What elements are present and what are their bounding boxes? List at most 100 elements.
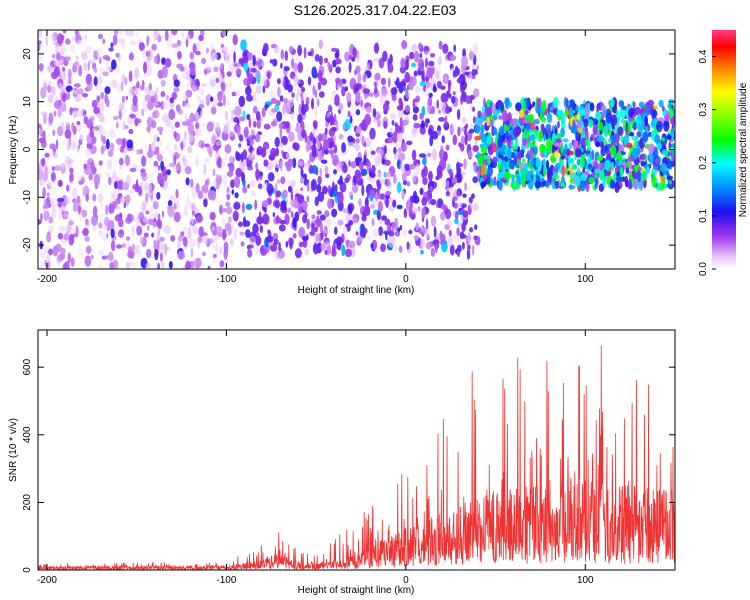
spectrogram-cell <box>621 106 627 111</box>
spectrogram-cell <box>426 118 430 124</box>
spectrogram-cell <box>124 154 130 166</box>
spectrogram-cell <box>70 142 77 151</box>
spectrogram-cell <box>359 230 366 238</box>
spectrogram-cell <box>51 166 55 172</box>
spectrogram-cell <box>585 130 589 140</box>
spectrogram-cell <box>250 67 257 73</box>
spectrogram-cell <box>251 150 255 157</box>
spectrogram-cell <box>380 243 386 252</box>
spectrogram-cell <box>360 99 363 107</box>
snr-y-tick-label: 600 <box>22 358 33 375</box>
spectrogram-cell <box>472 145 480 152</box>
spectrogram-cell <box>132 243 135 251</box>
spectrogram-cell <box>571 163 577 170</box>
spectrogram-cell <box>164 144 170 151</box>
spectrogram-cell <box>426 66 433 79</box>
spectrogram-cell <box>290 179 296 188</box>
spectrogram-cell <box>149 197 156 203</box>
spectrogram-cell <box>651 175 657 188</box>
spectrogram-cell <box>255 57 262 69</box>
spectrogram-cell <box>403 208 408 219</box>
spectrogram-cell <box>469 128 475 134</box>
spectrogram-cell <box>206 47 209 54</box>
spectrogram-cell <box>219 246 223 255</box>
spectrogram-cell <box>438 117 446 122</box>
spectrogram-cell <box>647 143 655 153</box>
spectrogram-cell <box>259 225 263 233</box>
spectrogram-cell <box>628 155 635 162</box>
spectrogram-cell <box>153 239 156 251</box>
spectrogram-cell <box>65 38 71 45</box>
spectrogram-cell <box>277 86 281 98</box>
spectrogram-cell <box>110 192 116 199</box>
spectrogram-cell <box>63 140 69 145</box>
spectrogram-cell <box>52 245 59 257</box>
spectrogram-cell <box>84 255 92 267</box>
spectrogram-cell <box>552 180 555 190</box>
spectrogram-cell <box>293 62 299 72</box>
spectrogram-cell <box>248 118 252 128</box>
spectrogram-cell <box>173 154 177 165</box>
spectrogram-cell <box>370 243 374 248</box>
spectrogram-cell <box>355 91 361 103</box>
spectrogram-cell <box>430 247 435 257</box>
spectrogram-cell <box>480 133 487 144</box>
spectrogram-cell <box>51 202 56 212</box>
spectrogram-cell <box>357 72 362 84</box>
spectrogram-cell <box>324 210 330 218</box>
spectrogram-cell <box>88 157 93 163</box>
spectrogram-cell <box>436 99 440 109</box>
spectrogram-cell <box>210 96 214 102</box>
spectrogram-cell <box>326 245 332 255</box>
spectrogram-cell <box>575 148 582 158</box>
spectrogram-cell <box>176 39 182 47</box>
spectrogram-cell <box>160 91 166 98</box>
spectrogram-cell <box>98 173 102 178</box>
spectrogram-cell <box>115 198 121 205</box>
spectrogram-cell <box>441 135 445 144</box>
spectrogram-cell <box>187 145 193 154</box>
spectrogram-cell <box>70 257 75 268</box>
spectrogram-cell <box>349 115 353 124</box>
spectrogram-cell <box>150 90 157 95</box>
spectrogram-cell <box>196 86 200 91</box>
spectrogram-cell <box>187 122 195 135</box>
spectrogram-cell <box>404 104 411 113</box>
spectrogram-cell <box>411 206 418 215</box>
spectrogram-cell <box>77 144 81 150</box>
spectrogram-cell <box>529 134 536 142</box>
spectrogram-cell <box>334 226 338 235</box>
spectrogram-cell <box>334 94 340 107</box>
spectrogram-cell <box>361 73 369 82</box>
spectrogram-cell <box>316 215 320 227</box>
spectrogram-cell <box>283 191 288 196</box>
spectrogram-cell <box>171 43 178 48</box>
spectrogram-cell <box>429 185 434 193</box>
spectrogram-cell <box>210 106 217 115</box>
spectrogram-cell <box>312 243 320 255</box>
spectrogram-cell <box>414 98 420 103</box>
spectrogram-cell <box>312 120 318 129</box>
spectrogram-cell <box>355 83 363 90</box>
spectrogram-cell <box>58 55 66 61</box>
spectrogram-cell <box>180 32 185 37</box>
spectrogram-cell <box>239 161 246 171</box>
spectrogram-cell <box>598 183 605 192</box>
spectrogram-cell <box>411 62 416 68</box>
spectrogram-cell <box>355 65 361 74</box>
spectrogram-cell <box>411 149 417 161</box>
spectrogram-cell <box>217 157 223 169</box>
spectrogram-cell <box>91 215 98 226</box>
spectrogram-cell <box>132 215 135 220</box>
spectrogram-cell <box>472 203 479 212</box>
spectrogram-cell <box>300 86 306 93</box>
spectrogram-cell <box>448 229 452 237</box>
spectrogram-cell <box>258 183 263 190</box>
spectrogram-cell <box>467 231 471 243</box>
spectrogram-cell <box>102 38 106 45</box>
spectrogram-cell <box>312 85 316 96</box>
spectrogram-cell <box>364 137 372 148</box>
spectrogram-cell <box>394 231 401 237</box>
spectrogram-cell <box>280 160 283 172</box>
spectrogram-cell <box>505 125 509 132</box>
